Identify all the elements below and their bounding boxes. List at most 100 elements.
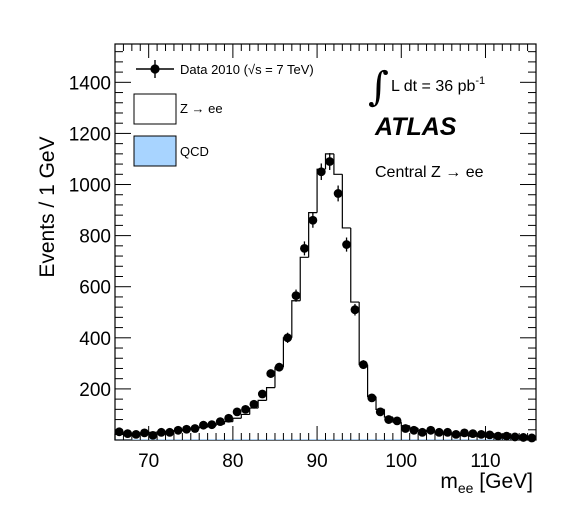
data-point — [392, 416, 402, 426]
data-point — [232, 407, 242, 417]
data-point-marker — [224, 413, 234, 423]
data-point — [165, 427, 175, 437]
data-point-marker — [333, 189, 343, 198]
x-axis-ticks: 70 80 90 100 110 — [114, 44, 537, 472]
data-point — [510, 432, 520, 442]
data-point-marker — [190, 424, 200, 433]
x-axis-title: mee [GeV] — [440, 470, 533, 496]
data-point-marker — [527, 433, 537, 443]
data-point-marker — [291, 291, 301, 301]
data-point-marker — [409, 425, 419, 435]
data-point-marker — [316, 167, 326, 177]
data-point — [173, 425, 183, 435]
y-tick-label: 1400 — [69, 73, 111, 94]
legend-z-ee-swatch — [133, 93, 177, 125]
data-point-marker — [308, 215, 318, 225]
data-point-marker — [266, 369, 276, 378]
data-point — [460, 428, 469, 438]
data-point-marker — [215, 417, 225, 427]
data-point-marker — [232, 407, 242, 417]
data-point-marker — [426, 425, 436, 435]
atlas-label: ATLAS — [374, 113, 457, 141]
data-point — [350, 303, 360, 316]
data-point-marker — [283, 333, 293, 343]
data-point — [199, 420, 208, 430]
data-point — [409, 425, 419, 435]
data-point-marker — [518, 433, 528, 442]
data-point — [485, 430, 495, 440]
data-point-marker — [165, 427, 175, 437]
data-point-marker — [257, 389, 267, 399]
lumi-exponent: -1 — [475, 75, 485, 87]
data-point-marker — [274, 362, 284, 372]
data-point — [476, 429, 486, 439]
data-point-marker — [502, 431, 511, 441]
data-point-marker — [131, 429, 141, 439]
data-point — [367, 393, 377, 403]
data-point — [224, 413, 234, 423]
x-tick-label: 70 — [138, 451, 159, 472]
annotations: ∫ L dt = 36 pb-1 ATLAS Central Z → ee — [368, 64, 485, 181]
y-tick-label: 200 — [79, 380, 111, 401]
data-point — [131, 429, 141, 439]
z-ee-bin — [350, 227, 360, 303]
data-point — [443, 427, 452, 437]
data-point — [358, 360, 368, 370]
data-point-marker — [476, 429, 486, 439]
data-point — [266, 369, 276, 378]
data-point — [375, 407, 385, 417]
data-point-marker — [241, 404, 250, 414]
data-series — [114, 153, 537, 443]
data-point — [215, 417, 225, 427]
z-ee-bin — [333, 153, 343, 175]
data-point — [114, 427, 124, 437]
data-point — [257, 389, 267, 399]
data-point — [468, 429, 478, 439]
z-ee-bin — [324, 153, 334, 170]
data-point-marker — [510, 432, 520, 442]
data-point-marker — [342, 240, 351, 249]
y-tick-label: 1000 — [69, 176, 111, 197]
data-point-marker — [156, 427, 166, 437]
data-point-marker — [123, 429, 133, 439]
legend-data-marker — [150, 64, 160, 74]
data-point-marker — [300, 243, 309, 253]
z-ee-bin — [249, 407, 259, 415]
x-tick-label: 100 — [385, 451, 417, 472]
data-point-marker — [434, 427, 444, 437]
data-point — [123, 429, 133, 439]
y-tick-label: 400 — [79, 329, 111, 350]
data-point-marker — [493, 431, 503, 441]
data-point-marker — [207, 420, 217, 430]
data-point-marker — [451, 429, 461, 439]
z-ee-bin — [240, 413, 250, 419]
data-point — [451, 429, 461, 439]
data-point — [156, 427, 166, 437]
z-ee-bin — [367, 364, 377, 398]
y-tick-label: 1200 — [69, 124, 111, 145]
z-ee-bin — [291, 300, 301, 338]
lumi-integral-symbol: ∫ — [368, 64, 389, 110]
data-point-marker — [199, 420, 208, 430]
z-ee-bin — [265, 387, 275, 401]
data-point-marker — [392, 416, 402, 426]
data-point — [518, 433, 528, 442]
data-point-marker — [384, 415, 394, 424]
data-point — [140, 428, 149, 438]
data-point-marker — [468, 429, 478, 439]
data-point — [426, 425, 436, 435]
data-point — [417, 427, 427, 437]
y-axis-ticks: 200 400 600 800 1000 1200 1400 — [69, 51, 536, 441]
data-point-marker — [443, 427, 452, 437]
x-tick-label: 90 — [307, 451, 328, 472]
z-ee-series — [114, 153, 536, 440]
selection-label: Central Z → ee — [375, 164, 484, 181]
data-point-marker — [417, 427, 427, 437]
data-point — [401, 424, 410, 433]
z-ee-bin — [358, 302, 368, 366]
legend: Data 2010 (√s = 7 TeV) Z → ee QCD — [133, 60, 314, 167]
data-point — [148, 431, 158, 440]
data-point-marker — [114, 427, 124, 437]
plot-frame — [114, 43, 537, 441]
